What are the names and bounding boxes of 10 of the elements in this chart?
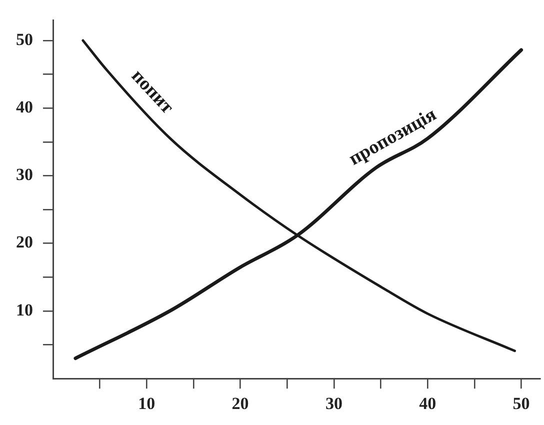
y-tick-label: 20 xyxy=(16,232,33,252)
x-tick-label: 20 xyxy=(232,394,249,414)
x-tick-label: 30 xyxy=(325,394,342,414)
x-tick-label: 40 xyxy=(419,394,436,414)
x-tick-label: 50 xyxy=(512,394,530,414)
y-tick-label: 10 xyxy=(16,300,33,320)
x-tick-label: 10 xyxy=(138,394,156,414)
y-tick-label: 50 xyxy=(16,30,33,49)
y-tick-label: 30 xyxy=(16,165,33,184)
y-tick-label: 40 xyxy=(16,98,33,116)
